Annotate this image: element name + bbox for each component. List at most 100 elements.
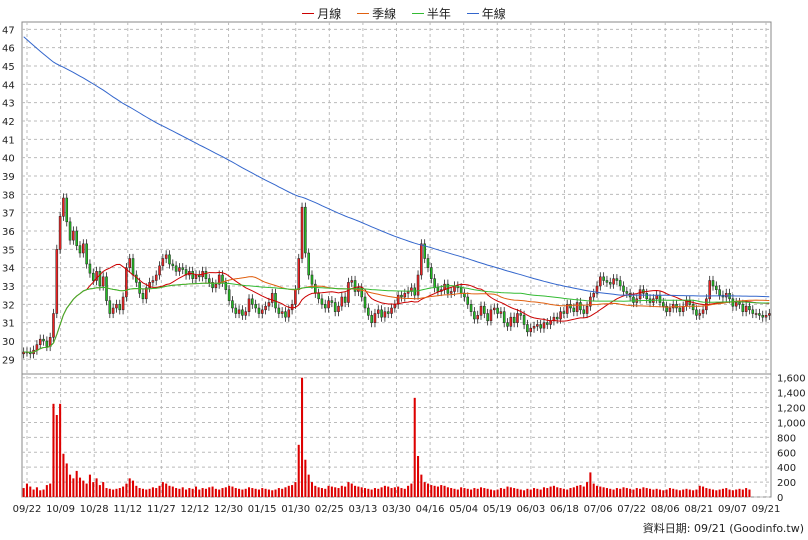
volume-bar	[72, 478, 75, 497]
candle-body	[264, 305, 267, 311]
x-tick-label: 07/22	[617, 504, 646, 515]
volume-bar	[69, 474, 72, 497]
candle-body	[662, 302, 665, 307]
candle-body	[307, 252, 310, 276]
volume-bar	[413, 397, 416, 497]
candle-body	[625, 291, 629, 294]
candle-body	[376, 309, 380, 314]
candle-body	[178, 267, 181, 272]
x-tick-label: 03/13	[348, 504, 377, 515]
volume-bar	[92, 482, 95, 497]
candle-body	[423, 243, 426, 259]
candle-body	[595, 285, 599, 294]
candle-body	[284, 311, 287, 318]
volume-bar	[131, 480, 135, 497]
price-tick-label: 33	[2, 282, 15, 293]
volume-bar	[370, 489, 373, 497]
candle-body	[330, 300, 334, 303]
volume-bar	[185, 489, 188, 497]
candle-body	[168, 254, 171, 265]
candle-body	[436, 287, 440, 292]
candle-body	[496, 307, 499, 314]
candle-body	[602, 276, 605, 281]
volume-bar	[105, 488, 108, 497]
volume-bar	[678, 490, 681, 497]
volume-bar	[460, 487, 463, 497]
candle-body	[599, 276, 602, 287]
candle-body	[668, 307, 672, 312]
price-tick-label: 37	[2, 209, 15, 220]
candle-body	[85, 243, 88, 265]
price-tick-label: 46	[2, 44, 15, 55]
candle-body	[701, 309, 705, 314]
volume-bar	[417, 456, 420, 497]
legend-item-monthly: 月線	[302, 5, 341, 22]
volume-bar	[108, 488, 111, 497]
candle-body	[618, 280, 622, 287]
volume-bar	[559, 488, 562, 497]
volume-bar	[397, 486, 400, 497]
volume-bar	[682, 489, 685, 497]
candle-body	[466, 296, 470, 305]
candle-body	[582, 309, 586, 314]
candle-body	[340, 296, 344, 307]
price-tick-label: 42	[2, 117, 15, 128]
volume-bar	[45, 485, 48, 497]
candle-body	[390, 307, 393, 314]
volume-bar	[22, 488, 25, 497]
volume-bar	[615, 488, 618, 497]
volume-bar	[423, 482, 426, 497]
volume-bar	[582, 486, 585, 497]
candle-body	[95, 271, 98, 281]
volume-bar	[509, 487, 512, 497]
volume-bar	[151, 487, 154, 497]
volume-bar	[330, 486, 333, 497]
volume-bar	[642, 487, 645, 497]
volume-tick-label: 800	[777, 433, 796, 444]
candle-body	[91, 272, 95, 281]
volume-bar	[625, 488, 628, 497]
volume-bar	[489, 489, 492, 497]
volume-bar	[320, 488, 323, 497]
volume-tick-label: 1,000	[777, 418, 806, 429]
candle-body	[476, 315, 479, 320]
candle-body	[317, 293, 320, 300]
volume-bar	[383, 485, 386, 497]
x-tick-label: 11/12	[113, 504, 142, 515]
volume-bar	[377, 488, 380, 497]
x-tick-label: 09/21	[752, 504, 781, 515]
volume-bar	[433, 485, 436, 497]
volume-bar	[546, 488, 549, 497]
candle-body	[363, 296, 367, 309]
volume-bar	[496, 489, 499, 497]
volume-bar	[731, 490, 734, 497]
volume-bar	[82, 480, 85, 497]
candle-body	[267, 302, 271, 307]
volume-bar	[181, 487, 184, 497]
legend-label-halfyear: 半年	[426, 7, 451, 21]
volume-bar	[350, 483, 353, 497]
volume-bar	[221, 488, 224, 497]
volume-bar	[85, 483, 88, 497]
volume-bar	[78, 477, 82, 497]
price-tick-label: 29	[2, 355, 15, 366]
candle-body	[251, 298, 254, 305]
candle-body	[373, 313, 377, 323]
volume-bar	[698, 485, 701, 497]
volume-bar	[658, 489, 662, 497]
volume-bar	[539, 489, 542, 497]
volume-bar	[569, 488, 572, 497]
price-tick-label: 41	[2, 135, 15, 146]
candle-body	[768, 313, 771, 316]
candle-body	[141, 293, 145, 300]
candle-body	[115, 304, 118, 309]
candle-body	[244, 311, 247, 316]
candle-body	[138, 282, 141, 294]
candle-body	[105, 276, 108, 301]
candle-body	[748, 305, 751, 311]
volume-bar	[165, 483, 168, 497]
candle-body	[655, 294, 658, 300]
x-tick-label: 03/30	[382, 504, 411, 515]
volume-bar	[271, 490, 274, 497]
candle-body	[270, 293, 274, 303]
